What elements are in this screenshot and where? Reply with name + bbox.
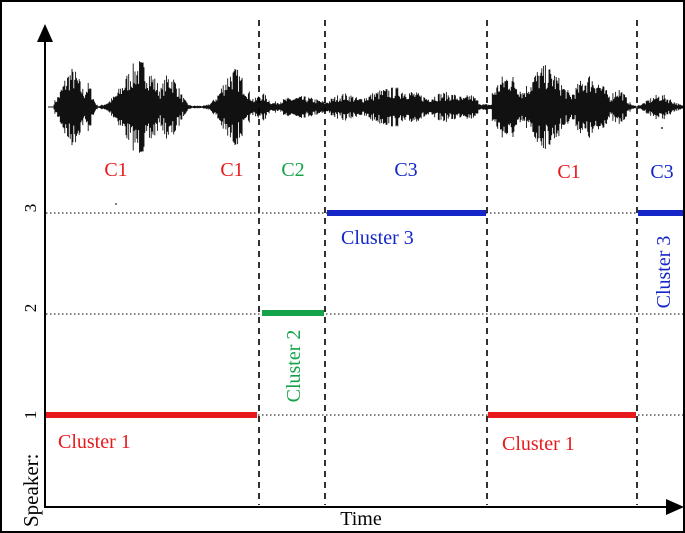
waveform-label-c3: C3 [394, 159, 417, 181]
waveform-trace [48, 61, 683, 153]
cluster-segments [46, 210, 683, 418]
scan-dot [661, 127, 663, 129]
x-axis-arrow-icon [666, 499, 683, 515]
segment-label-cluster-3: Cluster 3 [653, 236, 675, 309]
y-tick-label: 3 [21, 204, 40, 213]
x-axis-label: Time [340, 508, 382, 530]
y-tick-label: 2 [21, 304, 40, 313]
audio-waveform [48, 61, 683, 153]
segment-label-cluster-3: Cluster 3 [341, 227, 414, 249]
waveform-label-c1: C1 [220, 159, 243, 181]
y-tick-label: 1 [21, 411, 40, 420]
waveform-label-c1: C1 [557, 161, 580, 183]
waveform-label-c3: C3 [650, 161, 673, 183]
segment-label-cluster-1: Cluster 1 [502, 433, 575, 455]
segment-label-cluster-1: Cluster 1 [58, 431, 131, 453]
segment-boundaries [258, 20, 638, 505]
y-axis-label: Speaker: [19, 454, 43, 527]
axes [37, 24, 683, 515]
segment-label-cluster-2: Cluster 2 [283, 330, 305, 403]
y-axis-arrow-icon [37, 24, 53, 42]
scan-dot [115, 203, 117, 205]
waveform-label-c1: C1 [104, 159, 127, 181]
waveform-label-c2: C2 [281, 159, 304, 181]
